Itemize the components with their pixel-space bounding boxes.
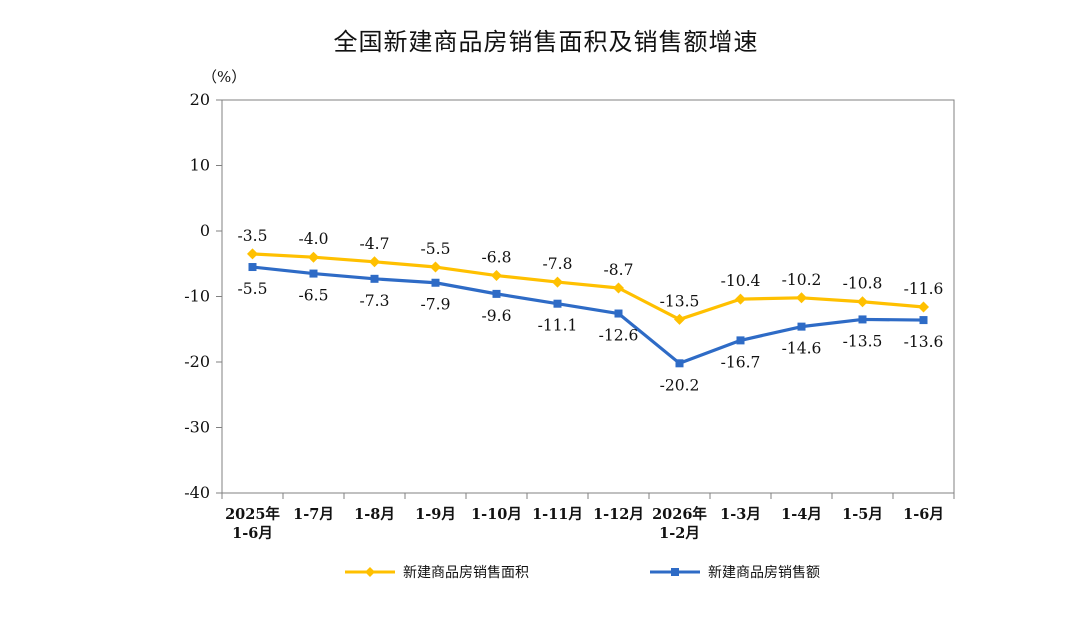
data-label: -5.5 bbox=[238, 280, 268, 298]
data-point bbox=[370, 274, 379, 283]
x-tick-label: 2026年 1-2月 bbox=[652, 505, 707, 542]
series-line-0 bbox=[252, 252, 924, 322]
data-label: -8.7 bbox=[604, 261, 634, 279]
legend-swatch-amount bbox=[650, 568, 700, 576]
data-point bbox=[614, 309, 623, 318]
legend-item-amount: 新建商品房销售额 bbox=[650, 562, 820, 582]
legend-label-area: 新建商品房销售面积 bbox=[403, 565, 529, 581]
y-tick-label: -10 bbox=[184, 287, 210, 306]
y-tick-label: -40 bbox=[184, 483, 210, 502]
data-point bbox=[431, 278, 440, 287]
x-tick-label: 1-7月 bbox=[293, 506, 334, 523]
data-point bbox=[552, 276, 563, 288]
data-label: -6.8 bbox=[482, 249, 512, 267]
data-label: -20.2 bbox=[660, 376, 700, 394]
data-label: -16.7 bbox=[721, 353, 761, 371]
legend-label-amount: 新建商品房销售额 bbox=[708, 565, 820, 581]
data-point bbox=[797, 322, 806, 331]
x-tick-label: 1-6月 bbox=[903, 506, 944, 523]
data-label: -7.9 bbox=[421, 296, 451, 314]
data-point bbox=[918, 301, 929, 313]
y-axis-unit: （%） bbox=[202, 68, 247, 86]
data-label: -13.5 bbox=[660, 292, 700, 310]
x-tick-label: 1-3月 bbox=[720, 506, 761, 523]
series-line-1 bbox=[252, 265, 924, 365]
data-point bbox=[613, 282, 624, 294]
data-label: -7.8 bbox=[543, 255, 573, 273]
data-label: -10.2 bbox=[782, 271, 822, 289]
y-tick-label: 20 bbox=[190, 90, 210, 109]
data-label: -10.8 bbox=[843, 275, 883, 293]
data-point bbox=[491, 270, 502, 282]
data-label: -4.7 bbox=[360, 235, 390, 253]
data-point bbox=[247, 248, 258, 260]
y-tick-label: 0 bbox=[200, 221, 210, 240]
data-point bbox=[919, 316, 928, 325]
x-tick-label: 2025年 1-6月 bbox=[225, 505, 280, 542]
data-point bbox=[858, 315, 867, 324]
legend-item-area: 新建商品房销售面积 bbox=[345, 562, 529, 582]
data-label: -11.1 bbox=[538, 317, 578, 335]
data-point bbox=[430, 261, 441, 273]
data-label: -13.6 bbox=[904, 333, 944, 351]
data-point bbox=[553, 299, 562, 308]
data-label: -12.6 bbox=[599, 327, 639, 345]
x-tick-label: 1-11月 bbox=[532, 506, 583, 523]
data-point bbox=[248, 263, 257, 272]
x-tick-label: 1-5月 bbox=[842, 506, 883, 523]
plot-frame bbox=[221, 99, 955, 494]
data-label: -5.5 bbox=[421, 240, 451, 258]
data-label: -7.3 bbox=[360, 292, 390, 310]
data-label: -3.5 bbox=[238, 227, 268, 245]
data-point bbox=[796, 292, 807, 304]
data-label: -4.0 bbox=[299, 230, 329, 248]
data-point bbox=[309, 269, 318, 278]
y-tick-label: 10 bbox=[190, 156, 210, 175]
data-point bbox=[674, 313, 685, 325]
data-label: -14.6 bbox=[782, 340, 822, 358]
data-point bbox=[735, 293, 746, 305]
y-tick-label: -30 bbox=[184, 418, 210, 437]
x-tick-label: 1-4月 bbox=[781, 506, 822, 523]
data-point bbox=[492, 289, 501, 298]
data-point bbox=[369, 256, 380, 268]
data-label: -6.5 bbox=[299, 287, 329, 305]
x-tick-label: 1-8月 bbox=[354, 506, 395, 523]
x-tick-label: 1-9月 bbox=[415, 506, 456, 523]
data-label: -11.6 bbox=[904, 280, 944, 298]
data-label: -9.6 bbox=[482, 307, 512, 325]
data-label: -13.5 bbox=[843, 332, 883, 350]
legend-swatch-area bbox=[345, 567, 395, 577]
y-tick-label: -20 bbox=[184, 352, 210, 371]
data-label: -10.4 bbox=[721, 272, 761, 290]
x-tick-label: 1-12月 bbox=[593, 506, 644, 523]
chart-title: 全国新建商品房销售面积及销售额增速 bbox=[333, 28, 759, 56]
data-point bbox=[857, 296, 868, 308]
data-point bbox=[675, 359, 684, 368]
x-tick-label: 1-10月 bbox=[471, 506, 522, 523]
data-point bbox=[308, 251, 319, 263]
data-point bbox=[736, 336, 745, 345]
